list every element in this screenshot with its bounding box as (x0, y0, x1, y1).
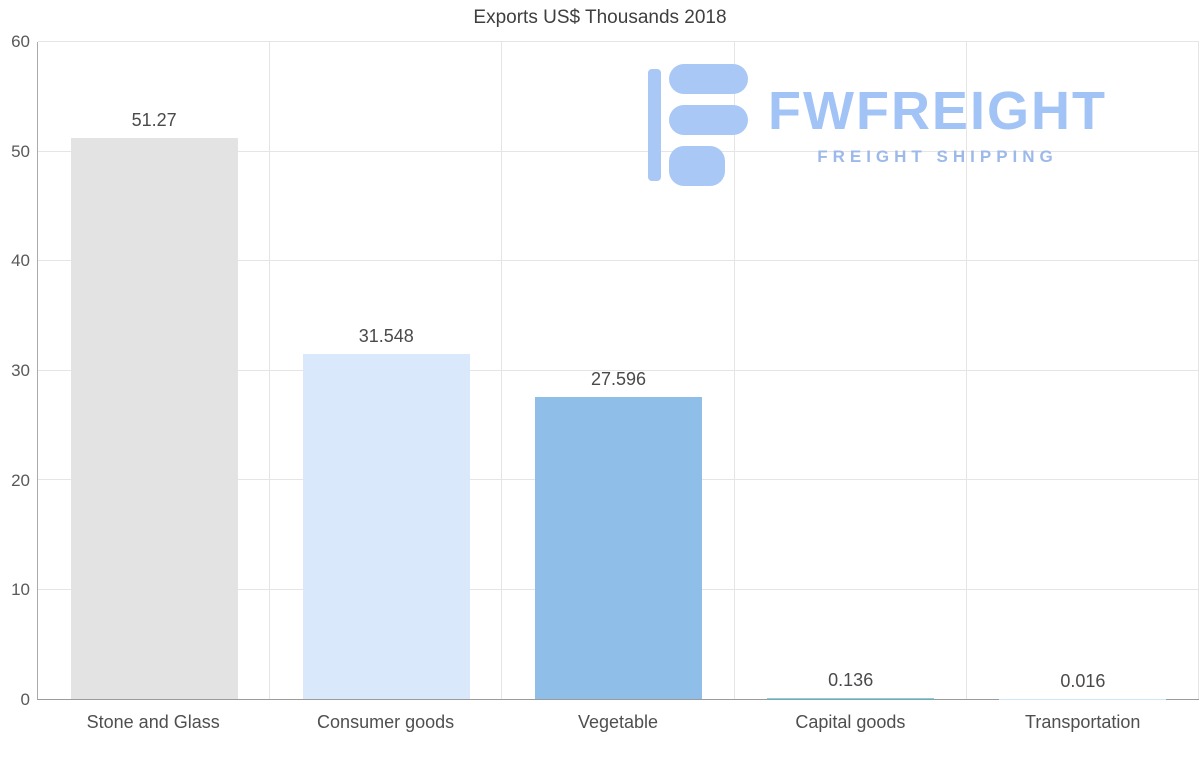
gridline-horizontal (38, 41, 1199, 42)
bar[interactable] (534, 396, 703, 699)
bar-column: 31.548 (270, 42, 502, 699)
y-tick-label: 20 (11, 470, 30, 490)
gridline-vertical (965, 42, 967, 699)
bar-column: 27.596 (502, 42, 734, 699)
bar-value-label: 27.596 (590, 368, 647, 389)
y-tick-label: 50 (11, 141, 30, 161)
chart-title: Exports US$ Thousands 2018 (473, 7, 727, 28)
x-tick-label: Consumer goods (317, 712, 455, 732)
bar-column: 0.136 (735, 42, 967, 699)
bar-column: 0.016 (967, 42, 1199, 699)
gridline-vertical (1198, 42, 1199, 699)
bar[interactable] (70, 137, 238, 699)
x-tick-label: Capital goods (795, 712, 906, 732)
x-tick-label: Stone and Glass (86, 712, 220, 732)
gridline-vertical (733, 42, 735, 699)
y-tick-label: 60 (11, 32, 30, 51)
gridline-vertical (269, 42, 271, 699)
y-axis-labels: 0 10 20 30 40 50 60 (0, 32, 30, 709)
y-tick-label: 30 (11, 361, 30, 380)
plot-area: 51.27 31.548 27.596 0.136 0.016 (37, 41, 1199, 700)
y-tick-label: 10 (11, 580, 30, 600)
gridline-horizontal (38, 260, 1199, 261)
gridline-horizontal (38, 150, 1199, 152)
gridline-horizontal (38, 369, 1199, 371)
bar-value-label: 31.548 (358, 325, 414, 346)
bar-column: 51.27 (38, 42, 270, 699)
bar-value-label: 0.136 (828, 669, 874, 690)
bar-value-label: 0.016 (1060, 670, 1106, 691)
y-tick-label: 40 (11, 251, 30, 271)
x-tick-label: Vegetable (577, 712, 659, 732)
x-axis-labels: Stone and Glass Consumer goods Vegetable Ca… (37, 706, 1199, 742)
bar-value-label: 51.27 (131, 109, 177, 130)
y-tick-label: 0 (20, 690, 30, 709)
gridline-vertical (501, 42, 503, 699)
bar[interactable] (302, 353, 470, 699)
bar[interactable] (767, 697, 935, 699)
x-tick-label: Transportation (1025, 712, 1141, 732)
